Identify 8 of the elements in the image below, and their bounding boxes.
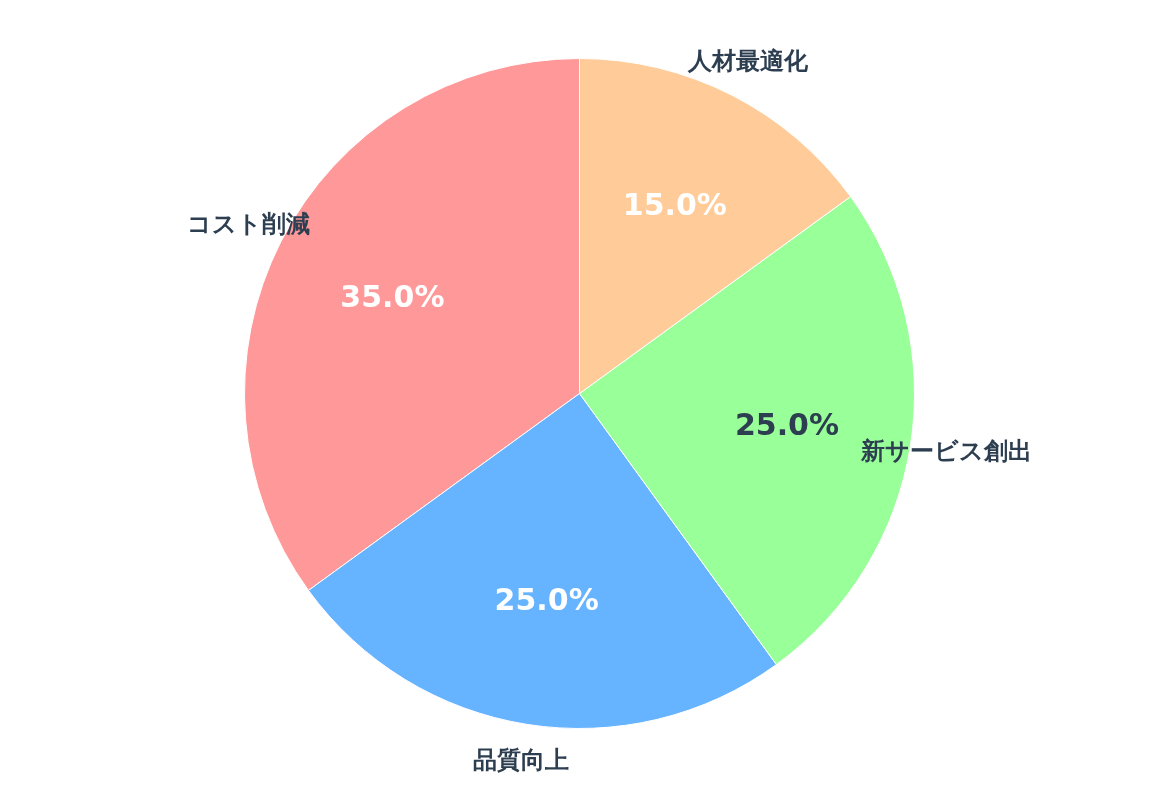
- data-label: 35.0%: [340, 279, 445, 315]
- data-label: 15.0%: [622, 187, 727, 223]
- slice-label: 人材最適化: [687, 47, 810, 76]
- slice-label: 新サービス創出: [860, 436, 1033, 465]
- slice-label: コスト削減: [186, 209, 310, 238]
- data-label: 25.0%: [734, 407, 839, 443]
- slice-label: 品質向上: [473, 745, 570, 774]
- data-label: 25.0%: [494, 581, 599, 617]
